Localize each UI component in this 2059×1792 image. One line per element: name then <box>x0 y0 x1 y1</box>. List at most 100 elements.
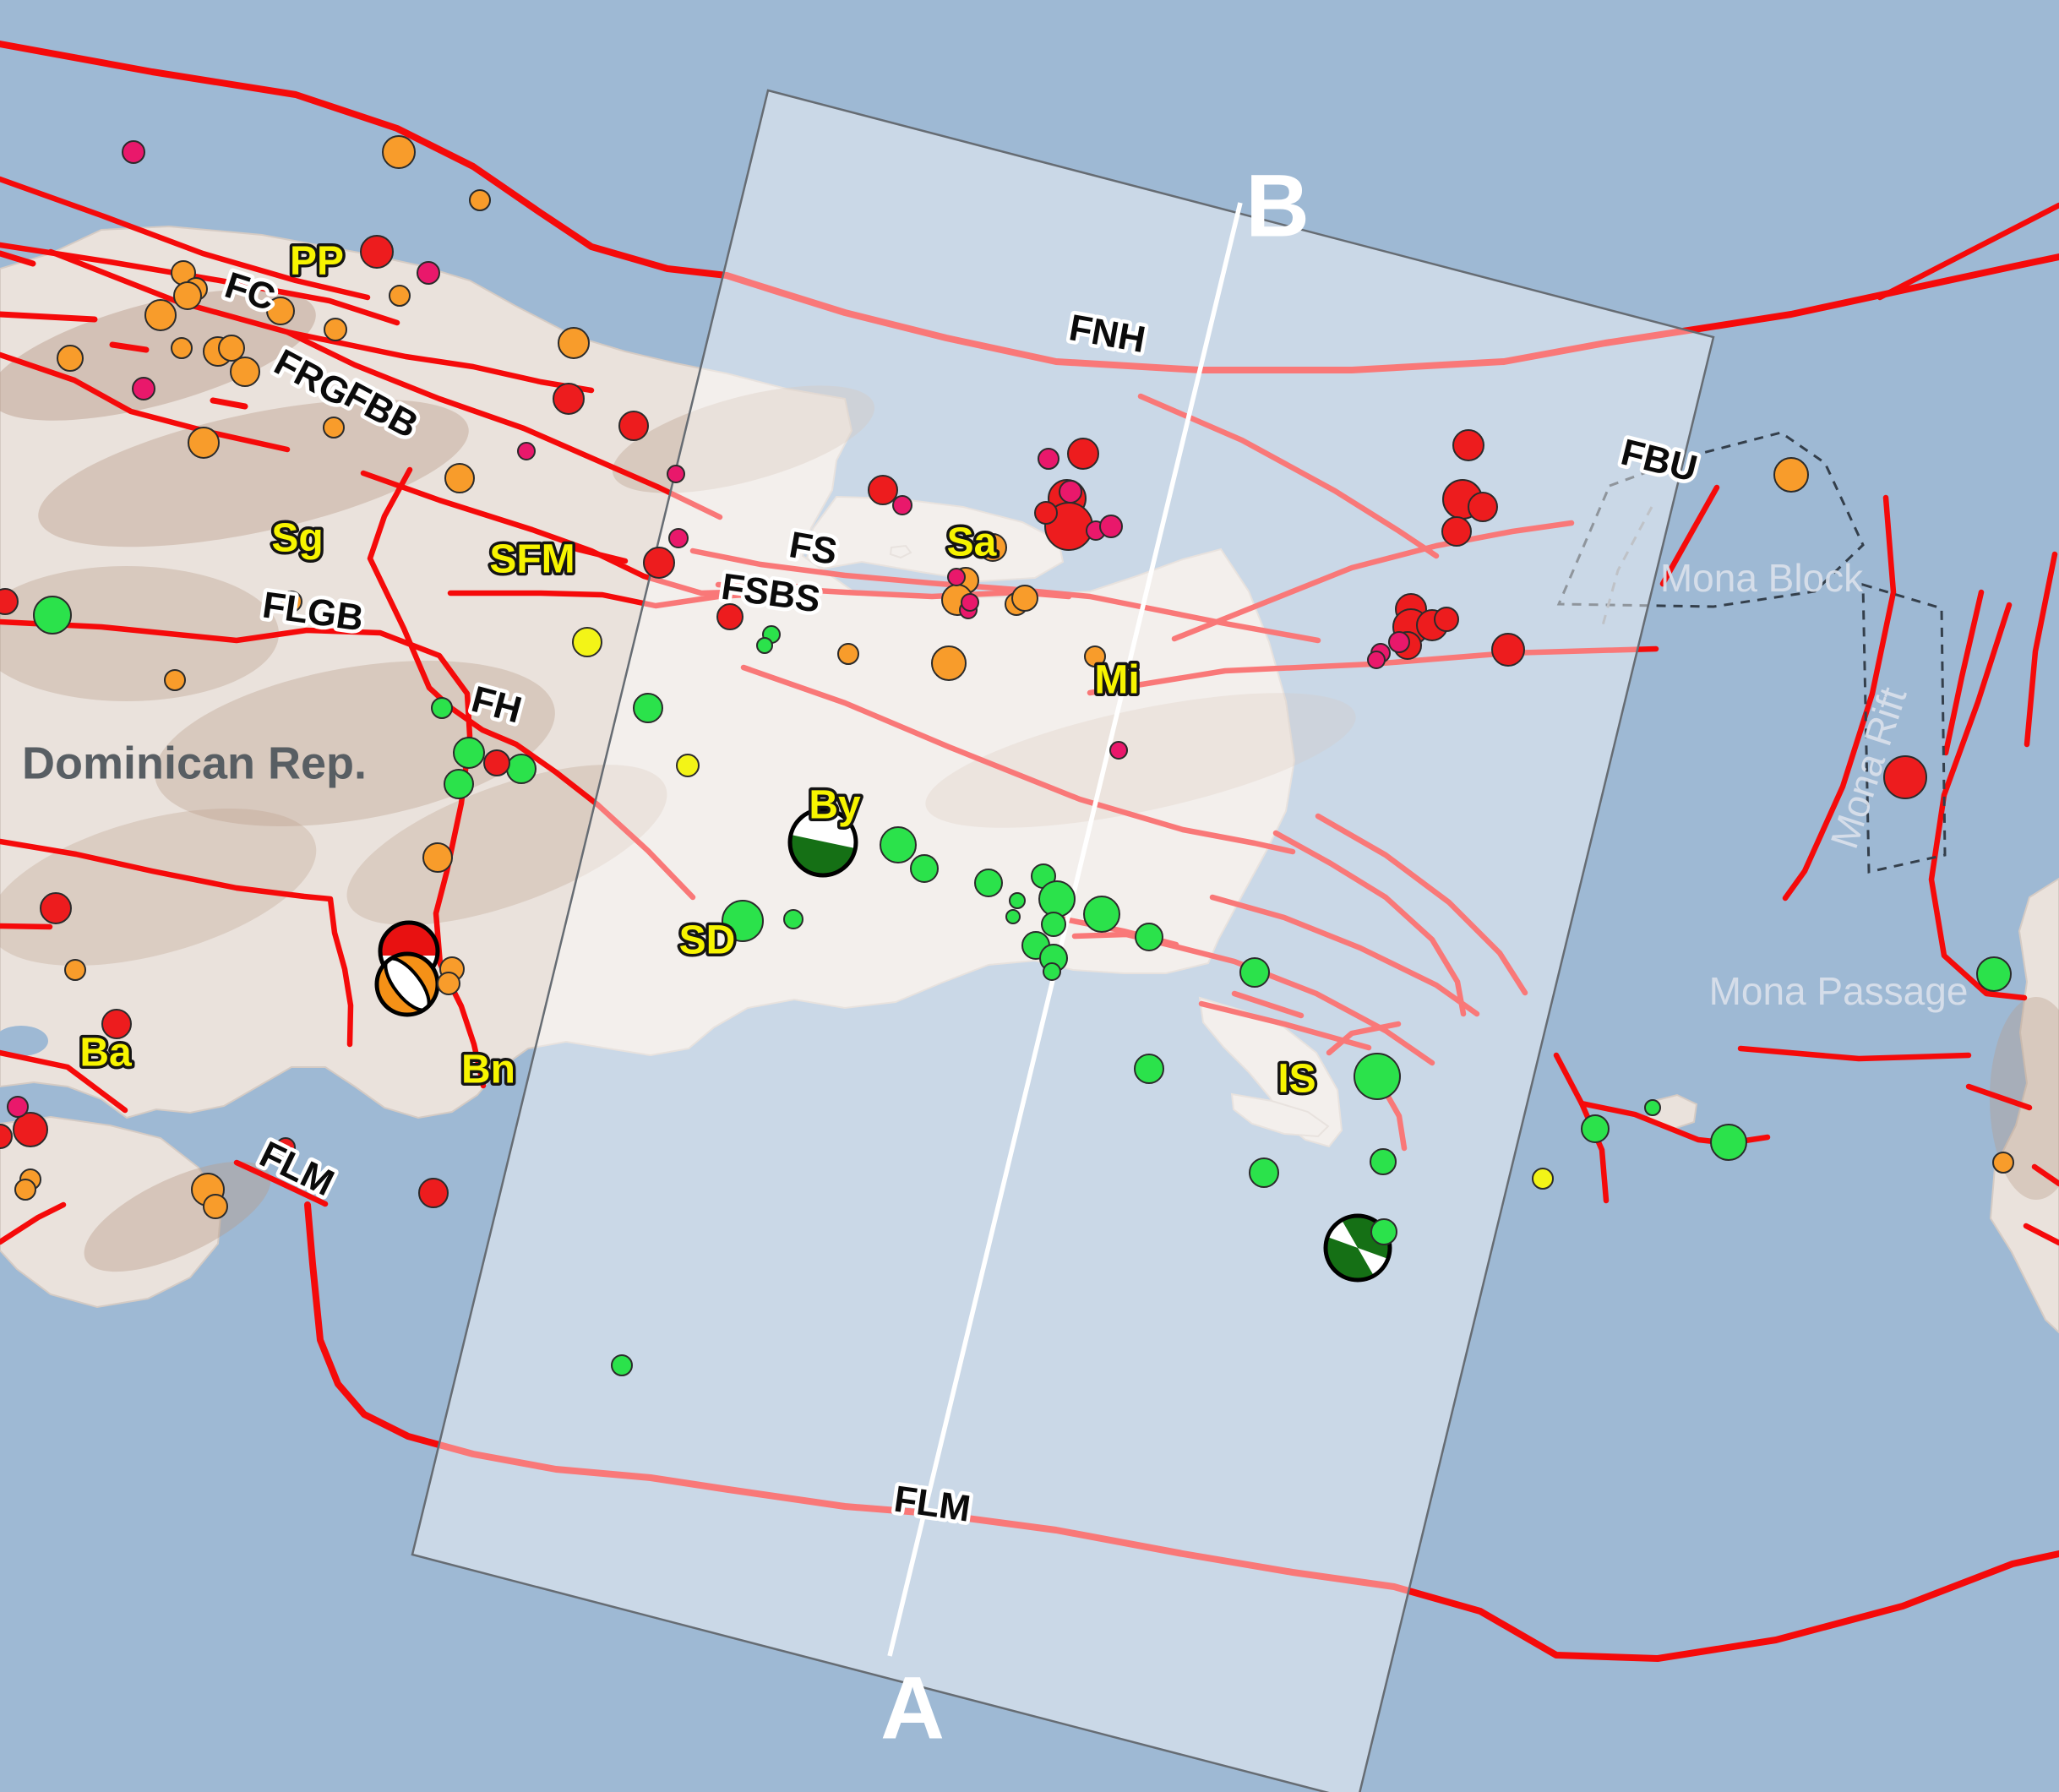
earthquake-marker-orange <box>558 327 590 359</box>
earthquake-marker-magenta <box>1099 515 1123 538</box>
fault-line-major <box>0 41 2059 373</box>
fault-line-dash <box>109 341 150 353</box>
earthquake-marker-orange <box>203 1194 228 1219</box>
earthquake-marker-orange <box>469 189 491 211</box>
earthquake-marker-magenta <box>1059 480 1082 504</box>
earthquake-marker-red <box>618 411 649 441</box>
earthquake-marker-orange <box>1084 645 1106 667</box>
earthquake-marker-yellow <box>1532 1168 1554 1190</box>
earthquake-marker-orange <box>382 135 416 169</box>
earthquake-marker-green <box>1005 909 1021 924</box>
earthquake-marker-orange <box>171 337 193 359</box>
fault-line <box>1071 931 1435 1066</box>
fault-line <box>1659 484 1720 587</box>
earthquake-marker-magenta <box>892 495 912 515</box>
earthquake-marker-magenta <box>668 528 689 548</box>
site-label-sa: Sa <box>947 520 997 565</box>
earthquake-marker-yellow <box>676 754 700 777</box>
earthquake-marker-orange <box>230 357 260 387</box>
earthquake-marker-green <box>1041 912 1066 937</box>
earthquake-marker-red <box>716 603 744 630</box>
fault-line <box>1137 393 1440 559</box>
earthquake-marker-magenta <box>7 1096 29 1118</box>
earthquake-marker-orange <box>437 972 460 995</box>
label-dominican-rep: Dominican Rep. <box>22 738 367 788</box>
earthquake-marker-magenta <box>132 377 155 400</box>
earthquake-marker-red <box>360 235 394 269</box>
mountain-shading <box>0 566 279 701</box>
earthquake-marker-magenta <box>122 140 145 164</box>
fault-line <box>360 470 816 596</box>
focal-mechanism-normal_orange <box>374 951 440 1017</box>
fault-line <box>1782 494 1897 901</box>
fault-line <box>2023 1223 2059 1246</box>
earthquake-marker-red <box>1434 607 1459 632</box>
mountain-shading <box>346 765 667 925</box>
earthquake-marker-red <box>1468 492 1498 522</box>
fault-line <box>447 589 789 609</box>
section-endpoint-b: B <box>1245 157 1310 256</box>
earthquake-marker-red <box>0 588 19 615</box>
earthquake-marker-green <box>1710 1124 1747 1161</box>
fault-line <box>1272 830 1467 1017</box>
earthquake-marker-magenta <box>417 261 440 285</box>
focal-mechanism-thrust_green <box>787 807 858 878</box>
earthquake-marker-orange <box>422 842 453 873</box>
fault-lines <box>0 41 2059 1662</box>
earthquake-marker-magenta <box>1388 631 1410 653</box>
earthquake-marker-orange <box>144 299 177 331</box>
earthquake-marker-green <box>1135 923 1163 951</box>
fault-line-dash <box>210 397 248 410</box>
earthquake-marker-green <box>1581 1114 1610 1143</box>
barahona-peninsula <box>0 1115 223 1309</box>
earthquake-marker-green <box>1009 892 1026 909</box>
earthquake-marker-green <box>1644 1099 1661 1116</box>
earthquake-marker-green <box>33 596 72 635</box>
earthquake-marker-green <box>611 1354 633 1376</box>
earthquake-marker-magenta <box>947 568 966 586</box>
earthquake-marker-orange <box>931 645 967 681</box>
fault-line <box>0 1049 128 1114</box>
earthquake-marker-orange <box>1011 585 1038 612</box>
fault-line <box>2024 551 2058 748</box>
earthquake-marker-red <box>483 749 510 776</box>
earthquake-marker-green <box>506 754 537 784</box>
earthquake-marker-orange <box>323 417 345 438</box>
earthquake-marker-orange <box>188 427 220 459</box>
earthquake-marker-green <box>1354 1053 1401 1100</box>
earthquake-marker-green <box>444 769 474 799</box>
fault-line <box>1315 813 1528 996</box>
fault-line-dash <box>0 250 36 267</box>
site-label-is: IS <box>1277 1057 1315 1102</box>
earthquake-marker-green <box>783 909 803 929</box>
earthquake-marker-red <box>1441 516 1472 547</box>
fault-line <box>233 1159 329 1207</box>
earthquake-marker-green <box>910 854 939 883</box>
earthquake-marker-green <box>1239 957 1270 988</box>
fault-line <box>1326 1021 1402 1056</box>
earthquake-marker-magenta <box>1367 651 1386 669</box>
earthquake-marker-magenta <box>1109 741 1128 760</box>
fault-line <box>0 242 400 326</box>
block-outline-gray <box>1601 506 1653 626</box>
earthquake-marker-red <box>275 1137 296 1157</box>
earthquake-marker-orange <box>324 318 347 341</box>
mountain-shading <box>0 289 316 421</box>
earthquake-marker-green <box>1370 1218 1397 1245</box>
fault-line <box>1877 202 2059 301</box>
earthquake-marker-orange <box>173 281 202 310</box>
fault-line <box>284 329 723 520</box>
fault-line <box>0 838 354 1048</box>
fault-line <box>1965 1083 2033 1111</box>
earthquake-marker-green <box>1083 896 1120 933</box>
earthquake-marker-green <box>453 737 485 769</box>
fault-line <box>2031 1163 2059 1187</box>
earthquake-marker-red <box>1034 501 1058 525</box>
earthquake-marker-green <box>633 693 663 723</box>
fault-label-fs: FS <box>787 524 841 573</box>
southeast-cape <box>1198 996 1343 1148</box>
earthquake-marker-magenta <box>667 465 685 483</box>
landmasses <box>0 225 2059 1334</box>
